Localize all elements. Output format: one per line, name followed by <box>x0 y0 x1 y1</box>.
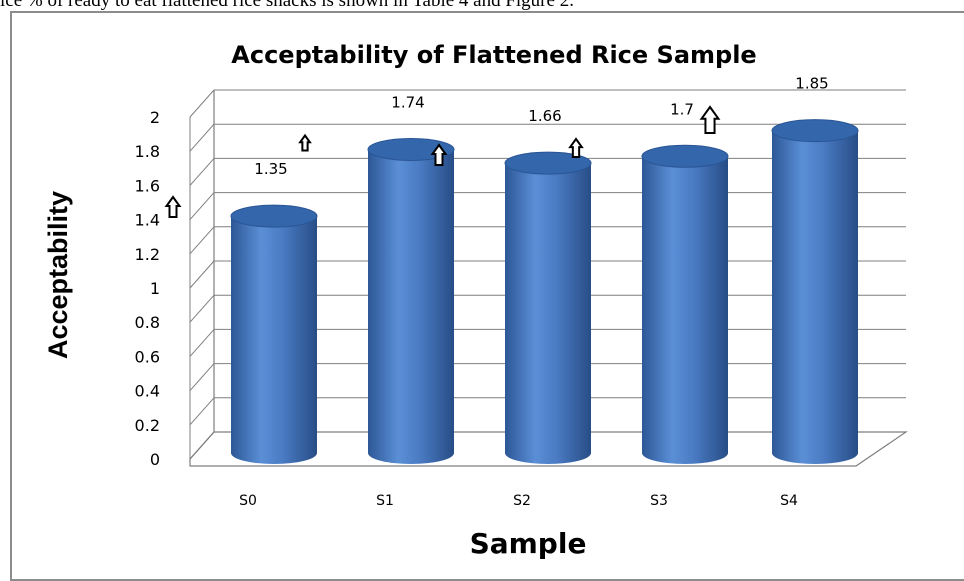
bars <box>230 119 859 465</box>
bar-body <box>231 216 317 464</box>
x-axis-title: Sample <box>470 527 587 560</box>
y-tick-label: 1.6 <box>135 176 160 195</box>
gridline-side <box>189 226 215 255</box>
x-tick-label: S3 <box>650 493 668 509</box>
page-caption: ice % of ready to eat flattened rice sna… <box>0 0 574 11</box>
y-tick-label: 0.8 <box>135 313 160 332</box>
y-tick-label: 1.8 <box>135 142 160 161</box>
bar-top <box>641 144 729 168</box>
up-arrow-icon <box>430 143 448 166</box>
gridline-side <box>189 158 215 186</box>
gridline-side <box>189 294 215 323</box>
bar-body <box>368 149 454 464</box>
bar-body <box>642 156 728 465</box>
y-tick-label: 1 <box>150 279 160 298</box>
x-axis-ticks: S0 S1 S2 S3 S4 <box>239 493 798 509</box>
chart-title: Acceptability of Flattened Rice Sample <box>231 41 756 69</box>
data-label: 1.74 <box>391 93 424 111</box>
gridline-side <box>189 192 215 220</box>
bar-body <box>772 130 858 464</box>
data-label: 1.7 <box>670 100 694 118</box>
up-arrow-icon <box>699 105 721 134</box>
x-tick-label: S4 <box>780 493 798 509</box>
y-axis-ticks: 0 0.2 0.4 0.6 0.8 1 1.2 1.4 1.6 1.8 2 <box>135 108 160 469</box>
bar-top <box>771 119 859 143</box>
data-labels: 1.35 1.74 1.66 1.7 1.85 <box>164 75 829 218</box>
bar-body <box>505 163 591 464</box>
data-label: 1.66 <box>528 107 561 125</box>
x-tick-label: S0 <box>239 493 257 509</box>
x-tick-label: S2 <box>513 493 531 509</box>
bar-top <box>230 204 318 228</box>
bar-top <box>504 151 592 175</box>
gridline-side <box>189 329 215 357</box>
y-tick-label: 1.2 <box>135 245 160 264</box>
y-tick-label: 0.2 <box>135 416 160 435</box>
y-tick-label: 0.4 <box>135 382 160 401</box>
gridline-side <box>189 397 215 426</box>
gridline-side <box>189 89 215 118</box>
gridline-side <box>189 123 215 152</box>
bar-S2 <box>504 151 592 464</box>
bar-S3 <box>641 144 729 465</box>
y-tick-label: 1.4 <box>135 211 160 230</box>
x-tick-label: S1 <box>376 493 394 509</box>
y-axis-title: Acceptability <box>43 191 73 359</box>
bar-S4 <box>771 119 859 464</box>
floor <box>189 431 908 467</box>
data-label: 1.35 <box>254 160 287 178</box>
gridline-side <box>189 363 215 391</box>
data-label: 1.85 <box>795 75 828 93</box>
gridline-side <box>189 260 215 289</box>
up-arrow-icon <box>568 137 584 158</box>
up-arrow-icon <box>164 195 182 218</box>
bar-S1 <box>367 137 455 464</box>
y-tick-label: 0 <box>150 450 160 469</box>
y-tick-label: 0.6 <box>135 347 160 366</box>
up-arrow-icon <box>298 133 312 152</box>
chart-svg: Acceptability of Flattened Rice Sample 0… <box>43 41 908 560</box>
y-tick-label: 2 <box>150 108 160 127</box>
bar-S0 <box>230 204 318 464</box>
